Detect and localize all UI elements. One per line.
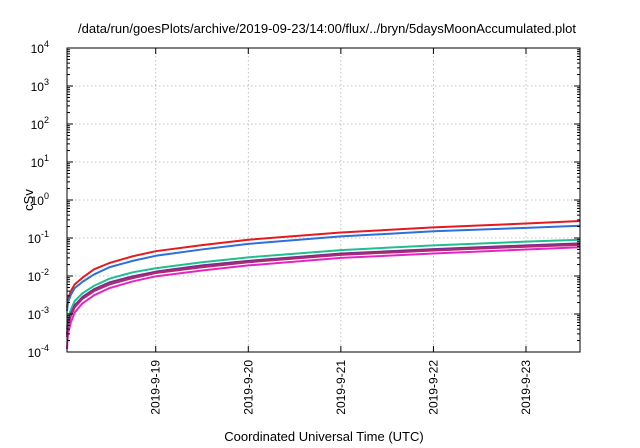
y-tick-label: 103 (31, 77, 49, 94)
series-line-2 (66, 224, 581, 312)
x-tick-label: 2019-9-20 (241, 360, 255, 415)
y-tick-label: 102 (31, 115, 49, 132)
y-axis-label: cSv (21, 189, 36, 211)
y-tick-label: 10-1 (28, 229, 49, 246)
y-tick-label: 101 (31, 153, 49, 170)
x-tick-label: 2019-9-22 (426, 360, 440, 415)
x-tick-label: 2019-9-21 (334, 360, 348, 415)
y-tick-label: 104 (31, 39, 49, 56)
y-tick-label: 10-4 (28, 343, 49, 360)
x-axis-label: Coordinated Universal Time (UTC) (224, 429, 423, 444)
series-lines (66, 220, 581, 350)
series-line-3 (66, 238, 581, 330)
y-tick-label: 10-2 (28, 267, 49, 284)
series-line-5 (66, 243, 581, 337)
grid-lines (67, 48, 580, 352)
series-line-1 (66, 220, 581, 308)
y-axis-ticks: 10-4 10-3 10-2 10-1 100 101 102 103 104 (28, 39, 580, 360)
x-axis-ticks: 2019-9-19 2019-9-20 2019-9-21 2019-9-22 2019… (149, 48, 533, 415)
x-tick-label: 2019-9-23 (519, 360, 533, 415)
y-tick-label: 10-3 (28, 305, 49, 322)
chart-title: /data/run/goesPlots/archive/2019-09-23/1… (78, 21, 576, 36)
series-line-6 (66, 246, 581, 350)
x-tick-label: 2019-9-19 (149, 360, 163, 415)
y-tick-label: 100 (31, 191, 49, 208)
